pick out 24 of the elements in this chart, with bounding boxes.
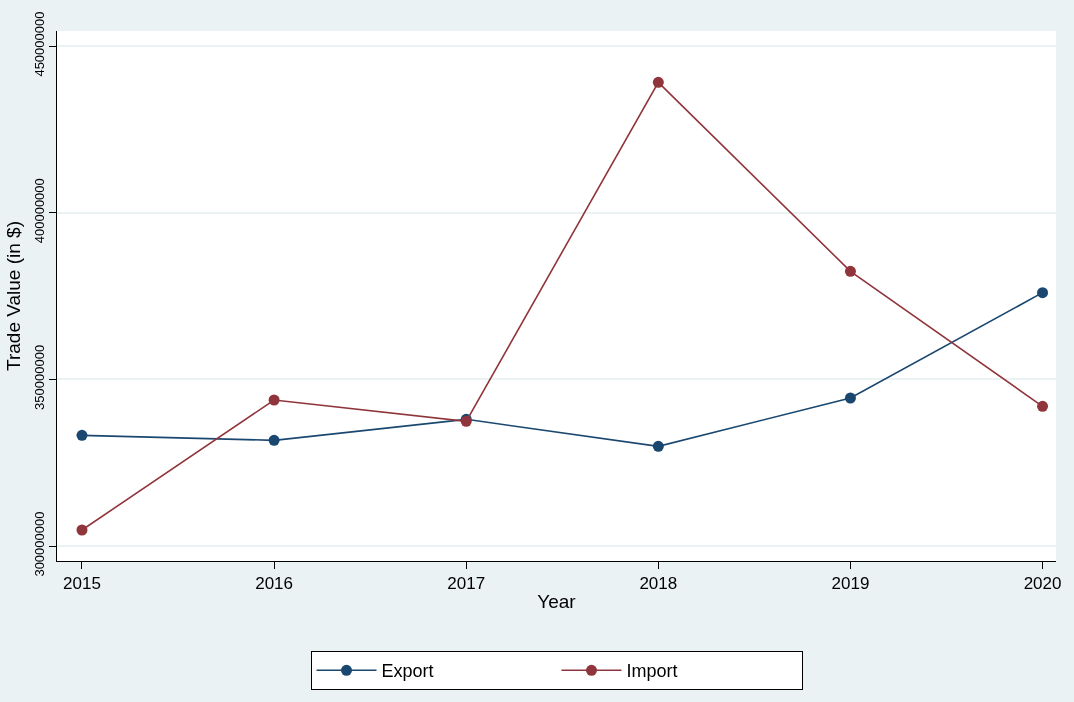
x-tick-label: 2015: [63, 574, 101, 594]
legend-label: Import: [626, 661, 678, 682]
y-axis-title: Trade Value (in $): [2, 221, 24, 371]
x-axis-title: Year: [537, 591, 577, 613]
x-tick-label: 2019: [831, 574, 870, 594]
y-tick-label: 350000000: [31, 344, 47, 410]
y-tick-label: 400000000: [31, 178, 47, 244]
point: [1037, 287, 1049, 299]
x-tick-label: 2017: [447, 574, 486, 594]
x-tick-label: 2018: [639, 574, 678, 594]
point: [268, 394, 280, 406]
point: [268, 434, 280, 446]
x-tick-label: 2020: [1023, 574, 1062, 594]
y-tick-label: 300000000: [31, 511, 47, 577]
legend-label: Export: [381, 661, 434, 682]
point: [652, 76, 664, 88]
point: [844, 392, 856, 404]
point: [844, 265, 856, 277]
point: [1037, 400, 1049, 412]
point: [76, 429, 88, 441]
point: [76, 524, 88, 536]
y-tick-label: 450000000: [31, 11, 47, 77]
x-tick-label: 2016: [255, 574, 293, 594]
point: [652, 440, 664, 452]
